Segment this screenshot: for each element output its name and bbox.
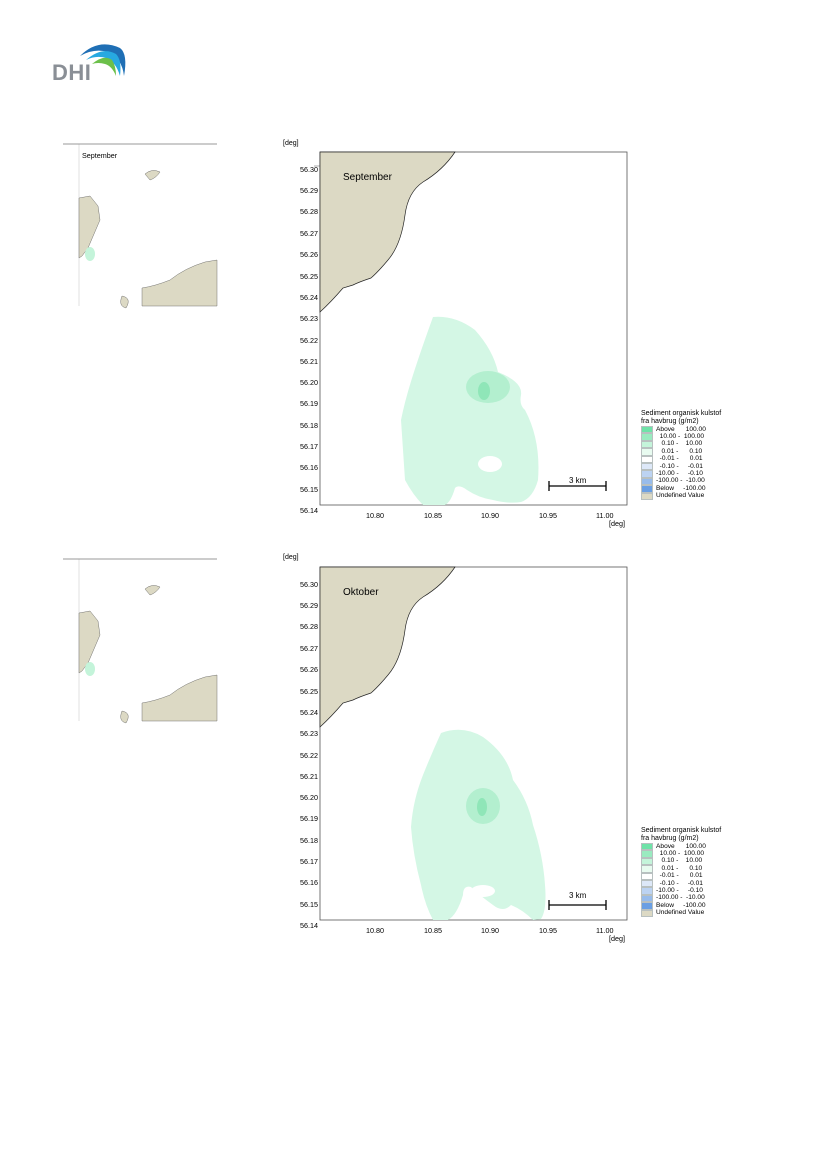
y-tick: 56.17 xyxy=(300,857,318,866)
y-tick: 56.21 xyxy=(300,357,318,366)
x-tick: 10.90 xyxy=(481,926,499,935)
y-tick: 56.20 xyxy=(300,378,318,387)
y-tick: 56.18 xyxy=(300,836,318,845)
y-tick: 56.21 xyxy=(300,772,318,781)
y-tick: 56.19 xyxy=(300,399,318,408)
map-title: September xyxy=(343,172,392,183)
y-axis-unit: [deg] xyxy=(283,140,299,147)
y-tick: 56.29 xyxy=(300,601,318,610)
x-tick: 10.95 xyxy=(539,926,557,935)
y-tick: 56.15 xyxy=(300,900,318,909)
y-tick: 56.22 xyxy=(300,751,318,760)
y-axis-unit: [deg] xyxy=(283,554,299,561)
y-tick: 56.23 xyxy=(300,314,318,323)
x-axis-unit: [deg] xyxy=(609,519,625,528)
legend-item: Undefined Value xyxy=(641,910,741,917)
map-title: Oktober xyxy=(343,587,379,598)
x-tick: 10.85 xyxy=(424,511,442,520)
overview-map-september: September xyxy=(60,138,220,318)
y-tick: 56.14 xyxy=(300,506,318,515)
legend-title: Sediment organisk kulstof xyxy=(641,827,741,835)
x-tick: 10.80 xyxy=(366,511,384,520)
y-tick: 56.28 xyxy=(300,207,318,216)
y-tick: 56.29 xyxy=(300,186,318,195)
y-tick: 56.30 xyxy=(300,580,318,589)
y-tick: 56.20 xyxy=(300,793,318,802)
legend-title: Sediment organisk kulstof xyxy=(641,410,741,418)
y-tick: 56.23 xyxy=(300,729,318,738)
scale-bar-label: 3 km xyxy=(569,476,586,485)
y-tick: 56.26 xyxy=(300,250,318,259)
legend-september: Sediment organisk kulstof fra havbrug (g… xyxy=(641,410,741,500)
y-tick: 56.22 xyxy=(300,336,318,345)
y-tick: 56.24 xyxy=(300,708,318,717)
x-tick: 10.90 xyxy=(481,511,499,520)
legend-oktober: Sediment organisk kulstof fra havbrug (g… xyxy=(641,827,741,917)
logo-text: DHI xyxy=(52,60,91,86)
y-tick: 56.28 xyxy=(300,622,318,631)
scale-bar-label: 3 km xyxy=(569,891,586,900)
y-tick: 56.27 xyxy=(300,644,318,653)
y-tick: 56.17 xyxy=(300,442,318,451)
map-september: September 3 km 56.30 56.29 56.28 56.27 5… xyxy=(283,150,633,530)
x-tick: 10.95 xyxy=(539,511,557,520)
y-tick: 56.25 xyxy=(300,272,318,281)
overview-map-oktober xyxy=(60,553,220,733)
svg-text:September: September xyxy=(82,151,118,160)
x-tick: 10.85 xyxy=(424,926,442,935)
y-tick: 56.15 xyxy=(300,485,318,494)
y-tick: 56.25 xyxy=(300,687,318,696)
x-tick: 10.80 xyxy=(366,926,384,935)
y-tick: 56.27 xyxy=(300,229,318,238)
map-oktober: Oktober 3 km 56.30 56.29 56.28 56.27 56.… xyxy=(283,565,633,950)
legend-item: Undefined Value xyxy=(641,493,741,500)
y-tick: 56.16 xyxy=(300,463,318,472)
y-tick: 56.19 xyxy=(300,814,318,823)
y-tick: 56.30 xyxy=(300,165,318,174)
y-tick: 56.14 xyxy=(300,921,318,930)
y-tick: 56.18 xyxy=(300,421,318,430)
y-tick: 56.26 xyxy=(300,665,318,674)
y-tick: 56.24 xyxy=(300,293,318,302)
y-tick: 56.16 xyxy=(300,878,318,887)
x-axis-unit: [deg] xyxy=(609,934,625,943)
